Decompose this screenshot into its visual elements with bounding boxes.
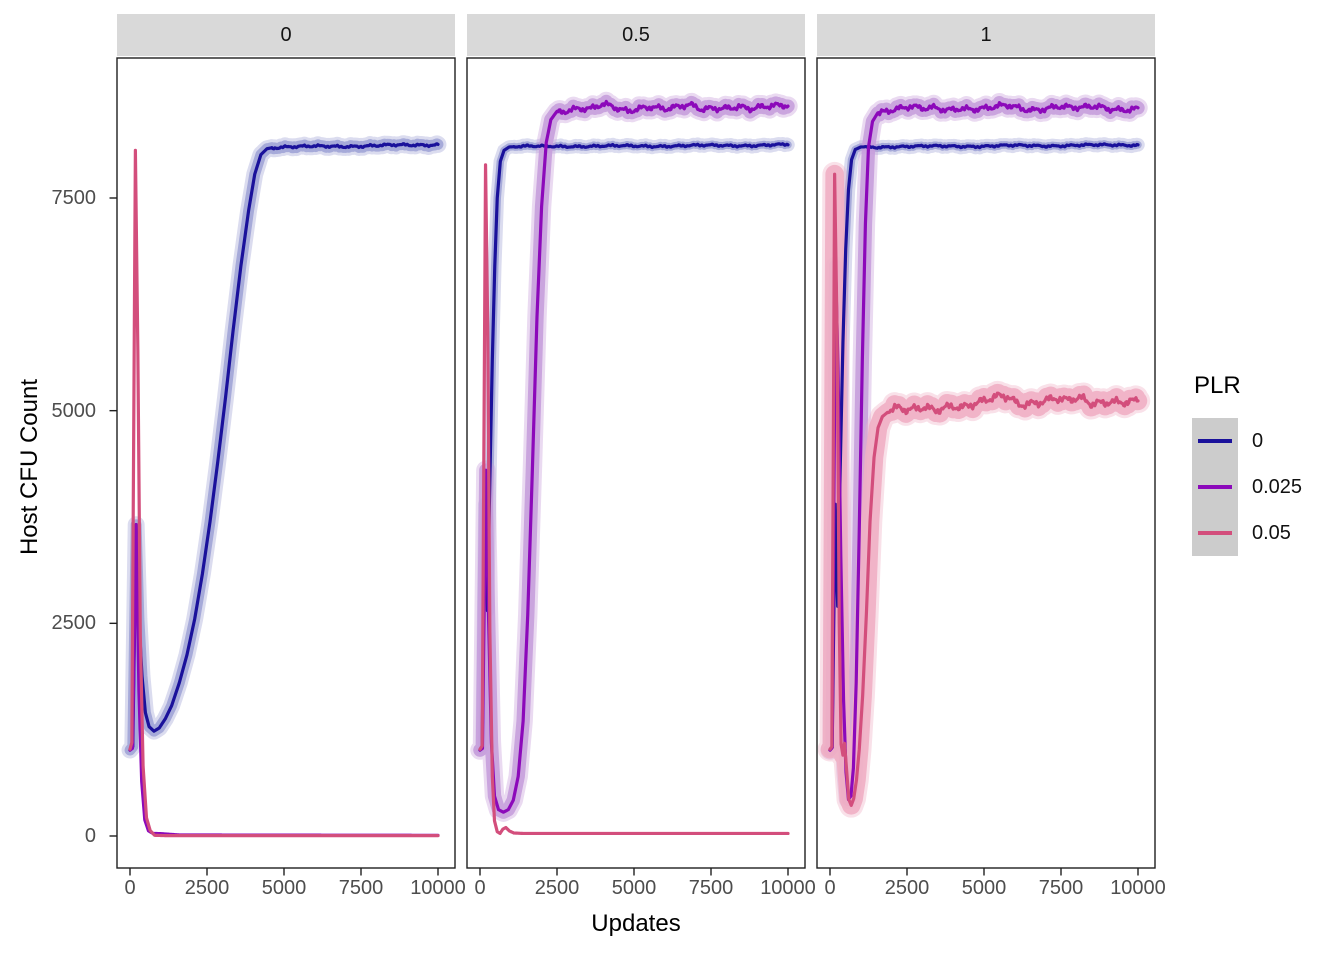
- y-tick-label: 2500: [51, 612, 97, 635]
- legend-keys: 0 0.025 0.05: [1192, 418, 1302, 556]
- x-tick-label: 5000: [961, 877, 1007, 899]
- legend: PLR 0 0.025 0.05: [1192, 372, 1302, 556]
- x-tick-label: 0: [474, 877, 486, 899]
- facet-panel-0: [121, 135, 447, 838]
- facet-strip-label: 0.5: [622, 23, 650, 46]
- facet-1-series-line-plr-0.025: [828, 101, 1140, 802]
- line-swatch-icon: [1198, 531, 1232, 535]
- facet-strip-2: 1: [817, 14, 1155, 56]
- y-tick-label: 7500: [51, 187, 97, 209]
- x-tick-label: 2500: [184, 877, 230, 899]
- x-tick-label: 5000: [611, 877, 657, 899]
- x-tick-label: 7500: [688, 877, 734, 899]
- x-axis-title: Updates: [591, 910, 681, 937]
- x-tick-label: 2500: [534, 877, 580, 899]
- facet-0-series-line-plr-0.05: [128, 148, 440, 838]
- y-tick-label: 5000: [51, 399, 97, 422]
- legend-key-swatch: [1192, 510, 1238, 556]
- facet-0.5-series-line-plr-0.05: [478, 163, 790, 836]
- x-tick-label: 7500: [1038, 877, 1084, 899]
- facet-1-series-line-plr-0.05: [828, 172, 1140, 807]
- facet-0.5-series-line-plr-0: [478, 142, 790, 752]
- facet-strip-1: 0.5: [467, 14, 805, 56]
- x-tick-label: 0: [124, 877, 136, 899]
- legend-entry-label: 0: [1252, 429, 1264, 452]
- legend-entry-label: 0.05: [1252, 521, 1291, 544]
- x-tick-label: 10000: [1110, 877, 1166, 899]
- facet-strip-0: 0: [117, 14, 455, 56]
- line-swatch-icon: [1198, 439, 1232, 443]
- legend-entry: 0: [1192, 418, 1302, 464]
- legend-entry: 0.05: [1192, 510, 1302, 556]
- facet-0.5-series-line-plr-0.025: [478, 99, 790, 814]
- panel-border: [466, 57, 806, 869]
- legend-entry: 0.025: [1192, 464, 1302, 510]
- x-tick-label: 7500: [338, 877, 384, 899]
- legend-key-swatch: [1192, 464, 1238, 510]
- legend-entry-label: 0.025: [1252, 475, 1303, 498]
- x-tick-label: 5000: [261, 877, 307, 899]
- facet-panel-0.5: [470, 91, 798, 836]
- facet-strip-label: 1: [980, 23, 992, 46]
- legend-key-swatch: [1192, 418, 1238, 464]
- facet-0-series-line-plr-0: [128, 142, 440, 752]
- y-tick-label: 0: [84, 825, 96, 847]
- facet-strip-label: 0: [280, 23, 292, 46]
- line-swatch-icon: [1198, 485, 1232, 489]
- facet-panel-1: [818, 92, 1151, 818]
- panel-border: [116, 57, 456, 869]
- facet-1-series-line-plr-0: [828, 142, 1140, 752]
- x-tick-label: 10000: [410, 877, 466, 899]
- panel-border: [816, 57, 1156, 869]
- x-tick-label: 0: [824, 877, 836, 899]
- x-tick-label: 10000: [760, 877, 816, 899]
- panel-background: [117, 58, 455, 868]
- legend-title: PLR: [1194, 372, 1241, 399]
- x-tick-label: 2500: [884, 877, 930, 899]
